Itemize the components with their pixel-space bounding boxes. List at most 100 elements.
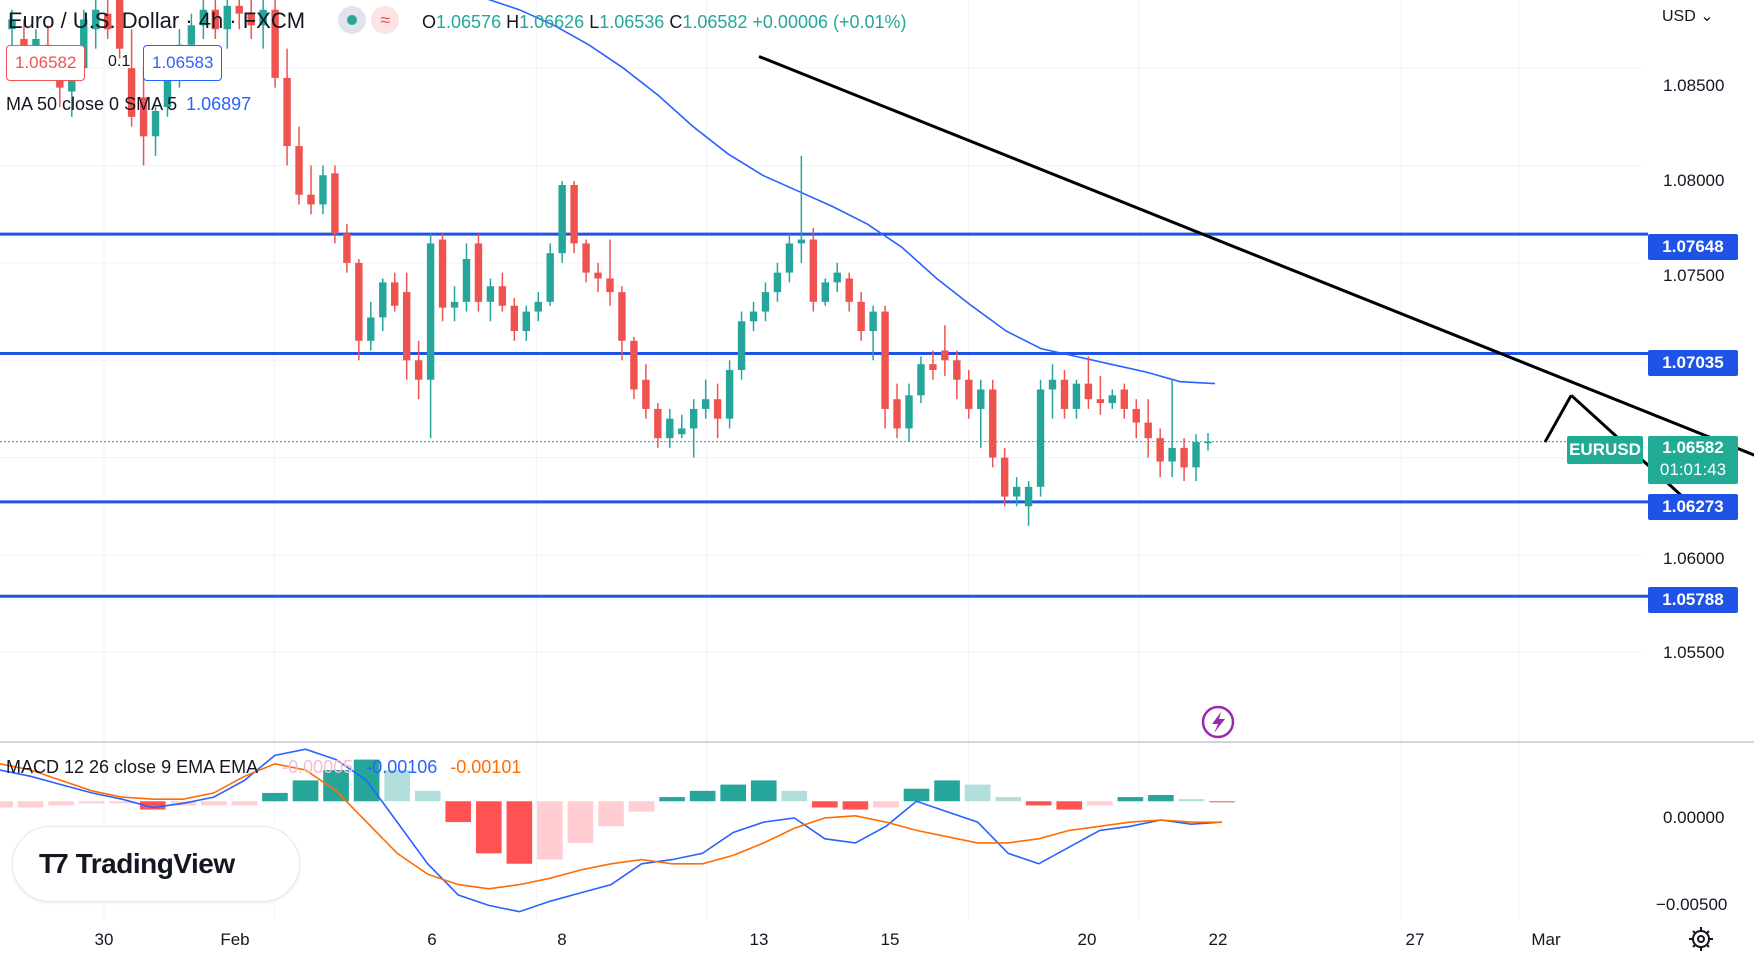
candle-body — [211, 9, 220, 30]
candle-body — [737, 321, 746, 370]
tradingview-logo[interactable]: T7 TradingView — [12, 826, 300, 902]
candle-body — [941, 350, 949, 361]
candle-body — [1096, 399, 1105, 404]
candle-body — [80, 19, 88, 69]
candle-body — [92, 9, 100, 30]
macd-hist-bar — [1117, 797, 1144, 802]
candle-body — [295, 146, 303, 195]
ma50-line — [487, 0, 1216, 385]
candle-body — [701, 399, 710, 409]
candle-body — [713, 399, 722, 419]
ma-legend[interactable]: MA 50 close 0 SMA 5 1.06897 — [6, 94, 251, 115]
candle-body — [977, 389, 985, 409]
candle-body — [247, 13, 255, 26]
macd-hist-bar — [1209, 801, 1235, 803]
macd-hist-bar — [445, 801, 472, 823]
high-value: 1.06626 — [519, 12, 585, 32]
candlesticks — [8, 0, 1212, 526]
macd-hist-bar — [964, 784, 991, 802]
macd-hist-bar — [781, 790, 808, 802]
macd-tick: −0.00500 — [1656, 895, 1728, 914]
tv-logo-text: TradingView — [75, 848, 235, 879]
macd-hist-bar — [1178, 799, 1205, 802]
macd-hist-bar — [1086, 801, 1113, 806]
horizontal-levels[interactable] — [0, 232, 1648, 598]
candle-body — [881, 311, 889, 409]
candle-body — [498, 286, 507, 306]
macd-label: MACD 12 26 close 9 EMA EMA — [6, 757, 258, 777]
macd-hist-value: -0.00005 — [282, 757, 354, 777]
candle-body — [1072, 383, 1081, 409]
candle-body — [367, 317, 375, 341]
candle-body — [283, 77, 291, 147]
chart-title[interactable]: Euro / U.S. Dollar · 4h · FXCM — [8, 8, 306, 33]
macd-hist-bar — [659, 797, 685, 802]
candle-body — [259, 9, 267, 26]
macd-hist-bar — [720, 784, 747, 802]
macd-hist-bar — [995, 797, 1021, 802]
macd-hist-bar — [812, 801, 838, 808]
candle-body — [151, 111, 160, 137]
candle-body — [749, 311, 758, 322]
level-badge[interactable]: 1.06273 — [1648, 494, 1738, 520]
candle-body — [187, 25, 196, 45]
price-tick: 1.08000 — [1663, 171, 1725, 190]
level-badge[interactable]: 1.05788 — [1648, 587, 1738, 613]
candle-body — [1192, 442, 1200, 468]
macd-hist-bar — [201, 801, 227, 806]
last-price-value: 1.06582 — [1662, 438, 1724, 457]
candle-body — [809, 239, 818, 302]
time-label: 30 — [95, 930, 114, 949]
macd-hist-bar — [78, 801, 105, 804]
candle-body — [271, 9, 279, 78]
candle-body — [929, 364, 937, 370]
time-label: 13 — [750, 930, 769, 949]
last-price-badge: 1.06582 01:01:43 — [1648, 436, 1738, 484]
candle-body — [570, 185, 578, 244]
candle-body — [690, 408, 698, 429]
candle-body — [725, 370, 734, 419]
tv-logo-icon: T7 — [39, 848, 69, 879]
market-open-icon — [338, 6, 366, 34]
ohlc-readout: O1.06576 H1.06626 L1.06536 C1.06582 +0.0… — [422, 12, 907, 32]
buy-button[interactable]: 1.06583 — [143, 45, 223, 81]
macd-hist-bar — [414, 790, 441, 802]
candle-body — [893, 399, 901, 429]
time-label: Feb — [220, 930, 249, 949]
sell-button[interactable]: 1.06582 — [6, 45, 86, 81]
grid-lines — [0, 0, 1643, 920]
candle-body — [642, 379, 650, 409]
signal-line — [0, 762, 1223, 890]
candle-body — [630, 340, 638, 390]
candle-body — [20, 38, 28, 49]
candle-body — [68, 77, 76, 92]
price-tick: 1.08500 — [1663, 76, 1725, 95]
candle-body — [402, 292, 411, 361]
signal-value: -0.00101 — [450, 757, 522, 777]
symbol-badge[interactable]: EURUSD — [1567, 436, 1643, 464]
ma-label: MA 50 close 0 SMA 5 — [6, 94, 178, 114]
candle-body — [785, 243, 794, 273]
chevron-down-icon: ⌄ — [1695, 8, 1714, 25]
time-axis[interactable]: 30 Feb 6 8 13 15 20 22 27 Mar — [95, 930, 1561, 949]
candle-body — [845, 278, 853, 302]
macd-lines — [0, 748, 1223, 913]
macd-histogram — [0, 759, 1235, 864]
candle-body — [606, 278, 614, 293]
level-badge[interactable]: 1.07648 — [1648, 234, 1738, 260]
market-status-dots[interactable]: ≈ — [338, 6, 400, 34]
macd-legend[interactable]: MACD 12 26 close 9 EMA EMA -0.00005 -0.0… — [6, 757, 521, 778]
candle-body — [115, 0, 124, 49]
bar-countdown: 01:01:43 — [1659, 460, 1727, 479]
macd-value: -0.00106 — [366, 757, 438, 777]
macd-hist-bar — [0, 801, 13, 808]
candle-body — [1036, 389, 1045, 487]
candle-body — [905, 395, 913, 429]
level-badge[interactable]: 1.07035 — [1648, 350, 1738, 376]
settings-gear-icon[interactable] — [1689, 927, 1713, 951]
candle-body — [797, 239, 806, 244]
flash-icon[interactable] — [1201, 705, 1235, 739]
currency-selector[interactable]: USD ⌄ — [1662, 6, 1714, 26]
macd-hist-bar — [598, 801, 624, 827]
